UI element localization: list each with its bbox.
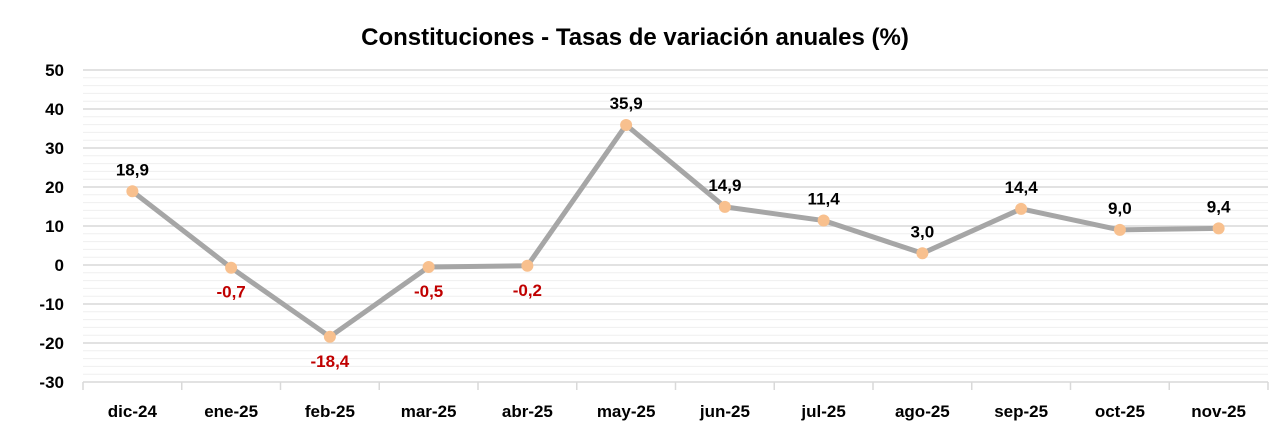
data-label: -0,7: [216, 283, 245, 302]
y-tick-label: 50: [45, 61, 64, 80]
x-tick-label: sep-25: [994, 402, 1048, 421]
data-label: 35,9: [610, 94, 643, 113]
data-label: -0,2: [513, 281, 542, 300]
y-tick-label: 30: [45, 139, 64, 158]
data-point: [126, 185, 139, 198]
y-tick-label: -30: [39, 373, 64, 392]
y-tick-label: 40: [45, 100, 64, 119]
data-label: -18,4: [311, 352, 350, 371]
x-tick-label: ene-25: [204, 402, 258, 421]
data-point: [422, 260, 435, 273]
data-point: [1212, 222, 1225, 235]
chart-title: Constituciones - Tasas de variación anua…: [361, 24, 909, 51]
data-point: [1015, 202, 1028, 215]
data-point: [225, 261, 238, 274]
x-tick-label: ago-25: [895, 402, 950, 421]
data-label: 18,9: [116, 160, 149, 179]
x-tick-label: dic-24: [108, 402, 158, 421]
x-tick-label: jul-25: [800, 402, 845, 421]
data-point: [620, 118, 633, 131]
data-label: 14,9: [708, 176, 741, 195]
data-point: [1113, 223, 1126, 236]
data-label: 3,0: [911, 222, 935, 241]
x-tick-label: nov-25: [1191, 402, 1246, 421]
x-tick-label: abr-25: [502, 402, 553, 421]
data-label: -0,5: [414, 282, 443, 301]
data-label: 11,4: [808, 190, 841, 209]
x-tick-label: feb-25: [305, 402, 355, 421]
x-tick-label: oct-25: [1095, 402, 1145, 421]
data-point: [916, 247, 929, 260]
x-tick-label: mar-25: [401, 402, 457, 421]
data-point: [323, 330, 336, 343]
data-label: 9,4: [1207, 197, 1231, 216]
data-point: [521, 259, 534, 272]
x-tick-label: jun-25: [699, 402, 750, 421]
data-label: 9,0: [1108, 199, 1132, 218]
y-tick-label: 10: [45, 217, 64, 236]
x-tick-label: may-25: [597, 402, 656, 421]
y-tick-label: -20: [39, 334, 64, 353]
data-point: [817, 214, 830, 227]
data-label: 14,4: [1005, 178, 1039, 197]
data-point: [718, 200, 731, 213]
y-tick-label: -10: [39, 295, 64, 314]
series-line: [130, 122, 1219, 340]
y-tick-label: 0: [55, 256, 64, 275]
y-tick-label: 20: [45, 178, 64, 197]
